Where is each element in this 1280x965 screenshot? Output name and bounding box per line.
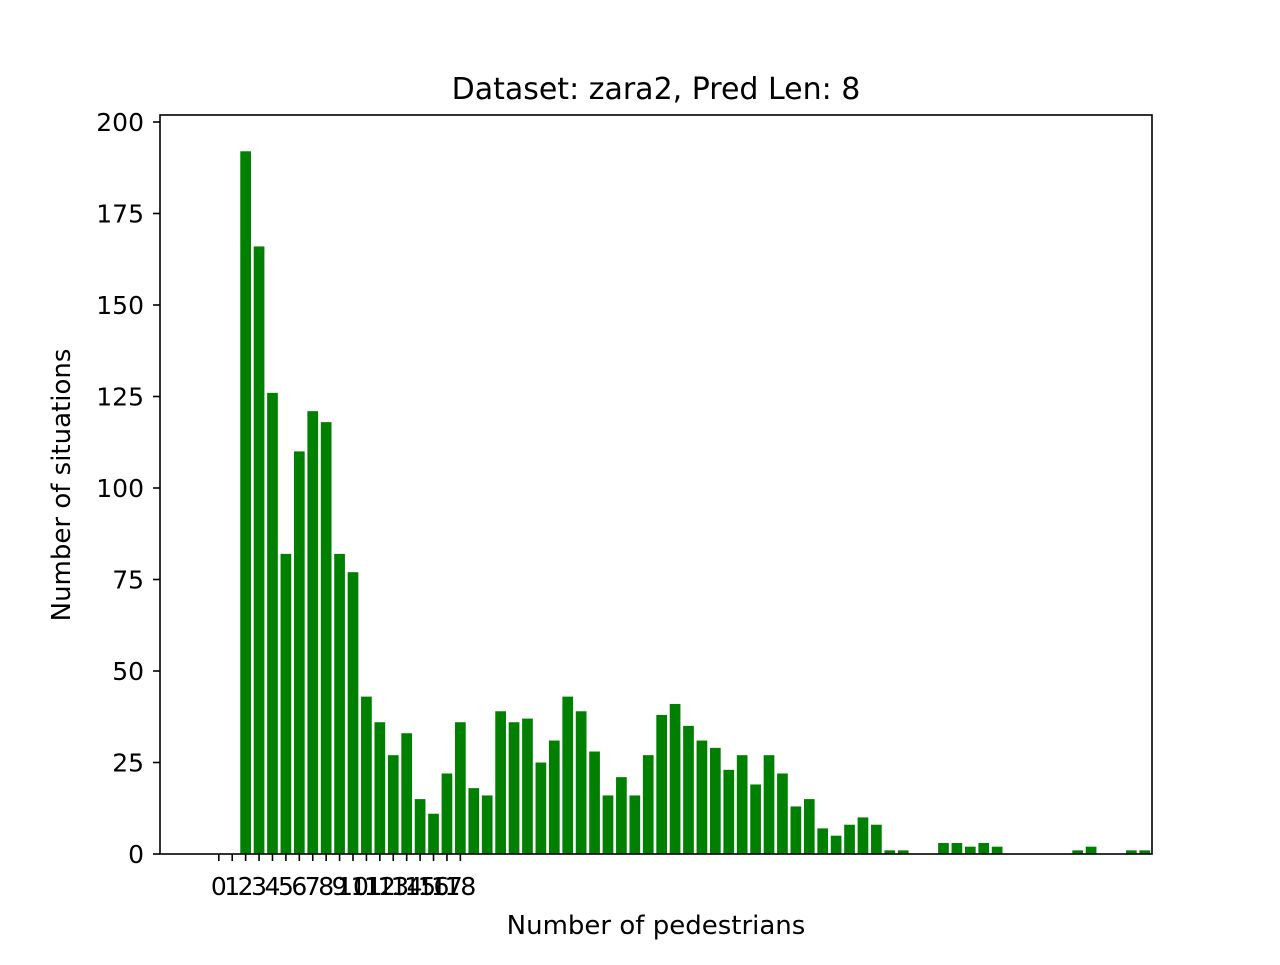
y-tick-label: 175 xyxy=(96,200,144,229)
y-tick-label: 200 xyxy=(96,108,144,137)
bar xyxy=(428,813,439,854)
chart-title: Dataset: zara2, Pred Len: 8 xyxy=(452,72,861,107)
bar xyxy=(441,773,453,854)
bar xyxy=(736,755,748,854)
y-axis: 0 25 50 75 100 125 150 175 200 xyxy=(96,108,160,869)
bar xyxy=(374,722,386,854)
bar xyxy=(253,246,265,854)
bar xyxy=(1126,850,1137,854)
bar xyxy=(656,714,668,854)
bar xyxy=(240,151,251,854)
bar xyxy=(1072,850,1084,854)
bar xyxy=(884,850,896,854)
bar xyxy=(508,722,520,854)
x-tick-label: 7 xyxy=(305,872,321,901)
bar xyxy=(642,755,654,854)
bar xyxy=(777,773,788,854)
bar xyxy=(871,824,882,854)
bar xyxy=(387,755,399,854)
y-tick-label: 100 xyxy=(96,474,144,503)
bar xyxy=(750,784,761,854)
bar xyxy=(844,824,855,854)
bars-group xyxy=(240,151,1151,854)
bar xyxy=(602,795,614,854)
bar xyxy=(790,806,802,854)
x-axis-label: Number of pedestrians xyxy=(507,911,806,941)
bar xyxy=(897,850,909,854)
x-tick-label: 15 xyxy=(404,872,436,901)
bar xyxy=(723,769,735,854)
bar xyxy=(991,846,1003,854)
x-tick-label: 13 xyxy=(377,872,409,901)
y-tick-label: 125 xyxy=(96,383,144,412)
bar xyxy=(1139,850,1151,854)
bar xyxy=(951,843,963,854)
y-tick-label: 25 xyxy=(112,749,144,778)
bar xyxy=(320,422,332,854)
bar xyxy=(629,795,641,854)
x-tick-label: 16 xyxy=(418,872,450,901)
bar xyxy=(495,711,506,854)
x-tick-label: 6 xyxy=(291,872,307,901)
bar xyxy=(334,553,345,854)
bar xyxy=(401,733,413,854)
bar xyxy=(803,799,815,854)
bar xyxy=(361,696,372,854)
bar xyxy=(696,740,708,854)
bar xyxy=(817,828,829,854)
bar xyxy=(669,703,681,854)
y-tick-label: 75 xyxy=(112,566,144,595)
bar xyxy=(468,788,480,854)
bar xyxy=(589,751,600,854)
y-tick-label: 0 xyxy=(128,840,144,869)
bar xyxy=(347,572,359,854)
bar xyxy=(455,722,466,854)
x-tick-label: 9 xyxy=(332,872,348,901)
bar xyxy=(267,392,278,854)
bar xyxy=(830,835,842,854)
bar xyxy=(978,843,990,854)
x-tick-label: 18 xyxy=(444,872,476,901)
x-tick-label: 12 xyxy=(364,872,396,901)
bar xyxy=(293,451,305,854)
bar xyxy=(522,718,533,854)
bar xyxy=(548,740,560,854)
x-tick-label: 17 xyxy=(431,872,463,901)
bar xyxy=(562,696,574,854)
plot-frame xyxy=(159,114,1153,855)
bar xyxy=(938,843,949,854)
x-tick-label: 8 xyxy=(318,872,334,901)
bar xyxy=(616,777,627,854)
bar xyxy=(964,846,976,854)
x-tick-label: 11 xyxy=(351,872,383,901)
x-tick-label: 14 xyxy=(391,872,423,901)
bar xyxy=(763,755,775,854)
x-tick-label: 10 xyxy=(337,872,369,901)
bar xyxy=(709,747,721,854)
bar xyxy=(1085,846,1097,854)
y-axis-label: Number of situations xyxy=(47,349,77,622)
bar xyxy=(575,711,587,854)
bar xyxy=(683,725,694,854)
x-tick-label: 0 xyxy=(211,872,227,901)
x-tick-label: 3 xyxy=(251,872,267,901)
bar xyxy=(857,817,869,854)
x-tick-label: 2 xyxy=(238,872,254,901)
x-tick-label: 1 xyxy=(224,872,240,901)
bar xyxy=(481,795,493,854)
bar xyxy=(535,762,547,854)
bar xyxy=(414,799,426,854)
x-tick-label: 4 xyxy=(265,872,281,901)
bar xyxy=(307,411,319,854)
y-tick-label: 150 xyxy=(96,291,144,320)
x-tick-label: 5 xyxy=(278,872,294,901)
bar xyxy=(280,553,292,854)
y-tick-label: 50 xyxy=(112,657,144,686)
